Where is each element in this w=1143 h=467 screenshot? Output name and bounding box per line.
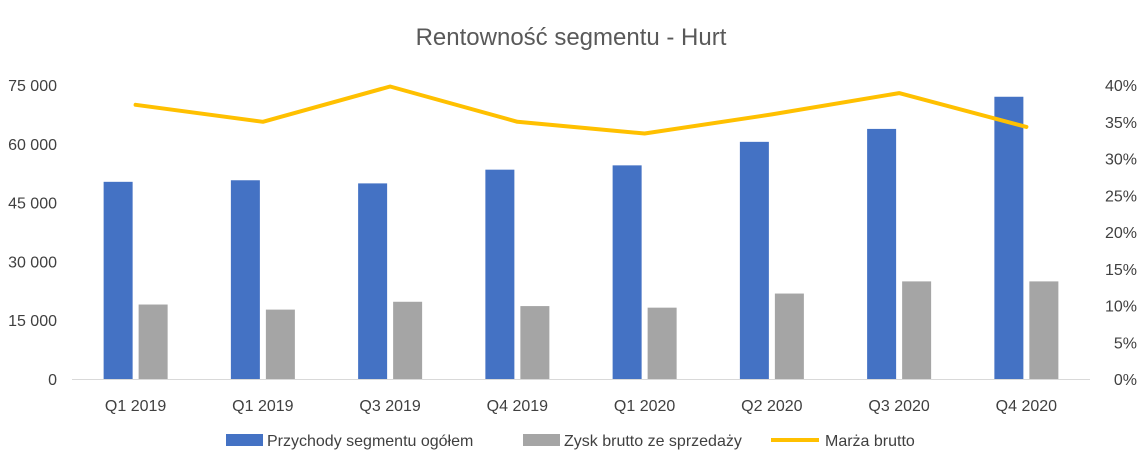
bar-gross-profit bbox=[647, 307, 677, 379]
bar-revenue bbox=[867, 128, 897, 379]
y-right-tick-label: 40% bbox=[1105, 78, 1137, 95]
legend-label: Zysk brutto ze sprzedaży bbox=[564, 433, 742, 450]
y-right-tick-label: 30% bbox=[1105, 152, 1137, 169]
plot-area: 0 15 000 30 000 45 000 60 000 75 000 0% 5% 10% 15… bbox=[8, 78, 1137, 415]
legend-swatch bbox=[523, 434, 560, 446]
y-right-tick-label: 15% bbox=[1105, 262, 1137, 279]
y-left-tick-label: 75 000 bbox=[8, 78, 57, 95]
bar-gross-profit bbox=[520, 306, 550, 379]
x-tick-label: Q2 2020 bbox=[741, 398, 802, 415]
legend-label: Marża brutto bbox=[825, 433, 915, 450]
bar-gross-profit bbox=[138, 304, 168, 379]
x-tick-label: Q1 2019 bbox=[105, 398, 166, 415]
bar-revenue bbox=[612, 165, 642, 379]
bar-revenue bbox=[485, 169, 515, 379]
bar-revenue bbox=[739, 141, 769, 379]
y-left-tick-label: 0 bbox=[48, 372, 57, 389]
bar-revenue bbox=[230, 180, 260, 379]
y-left-tick-label: 15 000 bbox=[8, 313, 57, 330]
x-tick-label: Q1 2020 bbox=[614, 398, 675, 415]
bar-gross-profit bbox=[393, 301, 423, 379]
line-gross-margin bbox=[133, 84, 1029, 136]
x-tick-label: Q3 2019 bbox=[359, 398, 420, 415]
y-right-tick-label: 0% bbox=[1114, 372, 1137, 389]
bar-gross-profit bbox=[265, 309, 295, 379]
y-right-tick-label: 35% bbox=[1105, 115, 1137, 132]
y-right-tick-label: 5% bbox=[1114, 335, 1137, 352]
x-tick-label: Q4 2020 bbox=[996, 398, 1057, 415]
y-left-tick-label: 45 000 bbox=[8, 196, 57, 213]
bar-gross-profit bbox=[902, 281, 932, 379]
y-right-tick-label: 10% bbox=[1105, 299, 1137, 316]
y-right-tick-label: 25% bbox=[1105, 188, 1137, 205]
chart-title: Rentowność segmentu - Hurt bbox=[416, 24, 727, 51]
y-right-tick-label: 20% bbox=[1105, 225, 1137, 242]
bar-gross-profit bbox=[774, 293, 804, 379]
legend-label: Przychody segmentu ogółem bbox=[267, 433, 473, 450]
legend: Przychody segmentu ogółem Zysk brutto ze … bbox=[226, 433, 915, 450]
y-left-tick-label: 60 000 bbox=[8, 137, 57, 154]
bar-gross-profit bbox=[1029, 281, 1059, 379]
bar-revenue bbox=[358, 183, 388, 379]
y-left-tick-label: 30 000 bbox=[8, 254, 57, 271]
x-tick-label: Q4 2019 bbox=[487, 398, 548, 415]
bar-revenue bbox=[994, 96, 1024, 379]
x-tick-label: Q1 2019 bbox=[232, 398, 293, 415]
x-tick-label: Q3 2020 bbox=[868, 398, 929, 415]
legend-swatch bbox=[226, 434, 263, 446]
bar-revenue bbox=[103, 181, 133, 379]
